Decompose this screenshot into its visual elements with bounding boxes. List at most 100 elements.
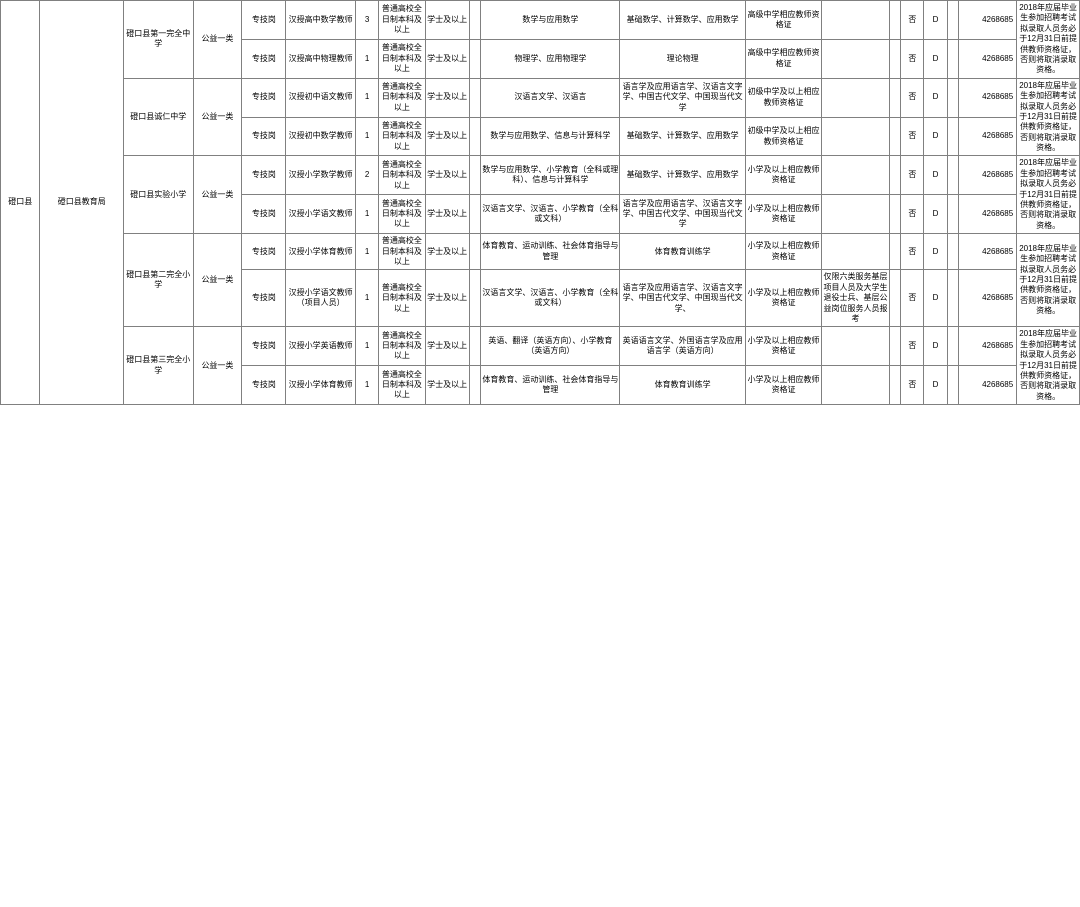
cert-cell: 小学及以上相应教师资格证 — [745, 327, 822, 366]
gang-cell: 专技岗 — [242, 270, 286, 327]
post-cell: 汉授小学英语教师 — [286, 327, 356, 366]
code-cell: 4268685 — [959, 270, 1017, 327]
school-cell: 磴口县第一完全中学 — [123, 1, 193, 79]
blank-cell — [947, 270, 959, 327]
d-cell: D — [924, 1, 947, 40]
edu-cell: 普通高校全日制本科及以上 — [379, 234, 425, 270]
edu-cell: 普通高校全日制本科及以上 — [379, 366, 425, 405]
school-cell: 磴口县第二完全小学 — [123, 234, 193, 327]
gang-cell: 专技岗 — [242, 39, 286, 78]
post-cell: 汉授小学体育教师 — [286, 234, 356, 270]
no-cell: 否 — [901, 78, 924, 117]
cert-cell: 初级中学及以上相应教师资格证 — [745, 78, 822, 117]
type-cell: 公益一类 — [193, 327, 242, 405]
code-cell: 4268685 — [959, 1, 1017, 40]
blank-cell — [889, 270, 901, 327]
d-cell: D — [924, 156, 947, 195]
limit-cell — [822, 78, 889, 117]
num-cell: 1 — [355, 234, 378, 270]
blank-cell — [469, 39, 481, 78]
direction-cell: 理论物理 — [620, 39, 745, 78]
edu-cell: 普通高校全日制本科及以上 — [379, 39, 425, 78]
major-cell: 汉语言文学、汉语言、小学教育（全科或文科） — [481, 270, 620, 327]
blank-cell — [469, 78, 481, 117]
limit-cell — [822, 39, 889, 78]
gang-cell: 专技岗 — [242, 327, 286, 366]
post-cell: 汉授小学体育教师 — [286, 366, 356, 405]
blank-cell — [889, 39, 901, 78]
gang-cell: 专技岗 — [242, 156, 286, 195]
table-row: 磴口县诚仁中学公益一类专技岗汉授初中语文教师1普通高校全日制本科及以上学士及以上… — [1, 78, 1080, 117]
limit-cell — [822, 327, 889, 366]
code-cell: 4268685 — [959, 39, 1017, 78]
edu-cell: 普通高校全日制本科及以上 — [379, 1, 425, 40]
d-cell: D — [924, 234, 947, 270]
no-cell: 否 — [901, 234, 924, 270]
direction-cell: 语言学及应用语言学、汉语言文字学、中国古代文学、中国现当代文学 — [620, 78, 745, 117]
num-cell: 2 — [355, 156, 378, 195]
cert-cell: 初级中学及以上相应教师资格证 — [745, 117, 822, 156]
type-cell: 公益一类 — [193, 78, 242, 156]
blank-cell — [889, 117, 901, 156]
major-cell: 英语、翻译（英语方向）、小学教育（英语方向） — [481, 327, 620, 366]
post-cell: 汉授初中数学教师 — [286, 117, 356, 156]
blank-cell — [889, 327, 901, 366]
num-cell: 3 — [355, 1, 378, 40]
deg-cell: 学士及以上 — [425, 366, 469, 405]
major-cell: 数学与应用数学 — [481, 1, 620, 40]
blank-cell — [947, 156, 959, 195]
major-cell: 数学与应用数学、信息与计算科学 — [481, 117, 620, 156]
blank-cell — [889, 366, 901, 405]
major-cell: 数学与应用数学、小学教育（全科或理科）、信息与计算科学 — [481, 156, 620, 195]
deg-cell: 学士及以上 — [425, 117, 469, 156]
major-cell: 汉语言文学、汉语言 — [481, 78, 620, 117]
type-cell: 公益一类 — [193, 156, 242, 234]
deg-cell: 学士及以上 — [425, 39, 469, 78]
post-cell: 汉授小学语文教师（项目人员） — [286, 270, 356, 327]
deg-cell: 学士及以上 — [425, 78, 469, 117]
no-cell: 否 — [901, 327, 924, 366]
code-cell: 4268685 — [959, 366, 1017, 405]
limit-cell — [822, 117, 889, 156]
limit-cell — [822, 234, 889, 270]
blank-cell — [469, 117, 481, 156]
post-cell: 汉授初中语文教师 — [286, 78, 356, 117]
cert-cell: 高级中学相应教师资格证 — [745, 1, 822, 40]
no-cell: 否 — [901, 1, 924, 40]
school-cell: 磴口县实验小学 — [123, 156, 193, 234]
num-cell: 1 — [355, 195, 378, 234]
cert-cell: 小学及以上相应教师资格证 — [745, 366, 822, 405]
blank-cell — [947, 366, 959, 405]
school-cell: 磴口县第三完全小学 — [123, 327, 193, 405]
limit-cell — [822, 366, 889, 405]
blank-cell — [947, 1, 959, 40]
direction-cell: 体育教育训练学 — [620, 234, 745, 270]
gang-cell: 专技岗 — [242, 234, 286, 270]
type-cell: 公益一类 — [193, 234, 242, 327]
d-cell: D — [924, 327, 947, 366]
deg-cell: 学士及以上 — [425, 195, 469, 234]
blank-cell — [947, 39, 959, 78]
direction-cell: 语言学及应用语言学、汉语言文字学、中国古代文学、中国现当代文学、 — [620, 270, 745, 327]
major-cell: 物理学、应用物理学 — [481, 39, 620, 78]
code-cell: 4268685 — [959, 117, 1017, 156]
num-cell: 1 — [355, 270, 378, 327]
blank-cell — [889, 234, 901, 270]
gang-cell: 专技岗 — [242, 1, 286, 40]
edu-cell: 普通高校全日制本科及以上 — [379, 156, 425, 195]
num-cell: 1 — [355, 78, 378, 117]
blank-cell — [469, 195, 481, 234]
major-cell: 体育教育、运动训练、社会体育指导与管理 — [481, 234, 620, 270]
blank-cell — [947, 234, 959, 270]
remark-cell: 2018年应届毕业生参加招聘考试拟录取人员务必于12月31日前提供教师资格证，否… — [1017, 156, 1080, 234]
blank-cell — [889, 78, 901, 117]
major-cell: 汉语言文学、汉语言、小学教育（全科或文科） — [481, 195, 620, 234]
blank-cell — [469, 327, 481, 366]
blank-cell — [947, 117, 959, 156]
blank-cell — [469, 1, 481, 40]
edu-cell: 普通高校全日制本科及以上 — [379, 78, 425, 117]
no-cell: 否 — [901, 39, 924, 78]
num-cell: 1 — [355, 39, 378, 78]
table-row: 磴口县第三完全小学公益一类专技岗汉授小学英语教师1普通高校全日制本科及以上学士及… — [1, 327, 1080, 366]
num-cell: 1 — [355, 327, 378, 366]
